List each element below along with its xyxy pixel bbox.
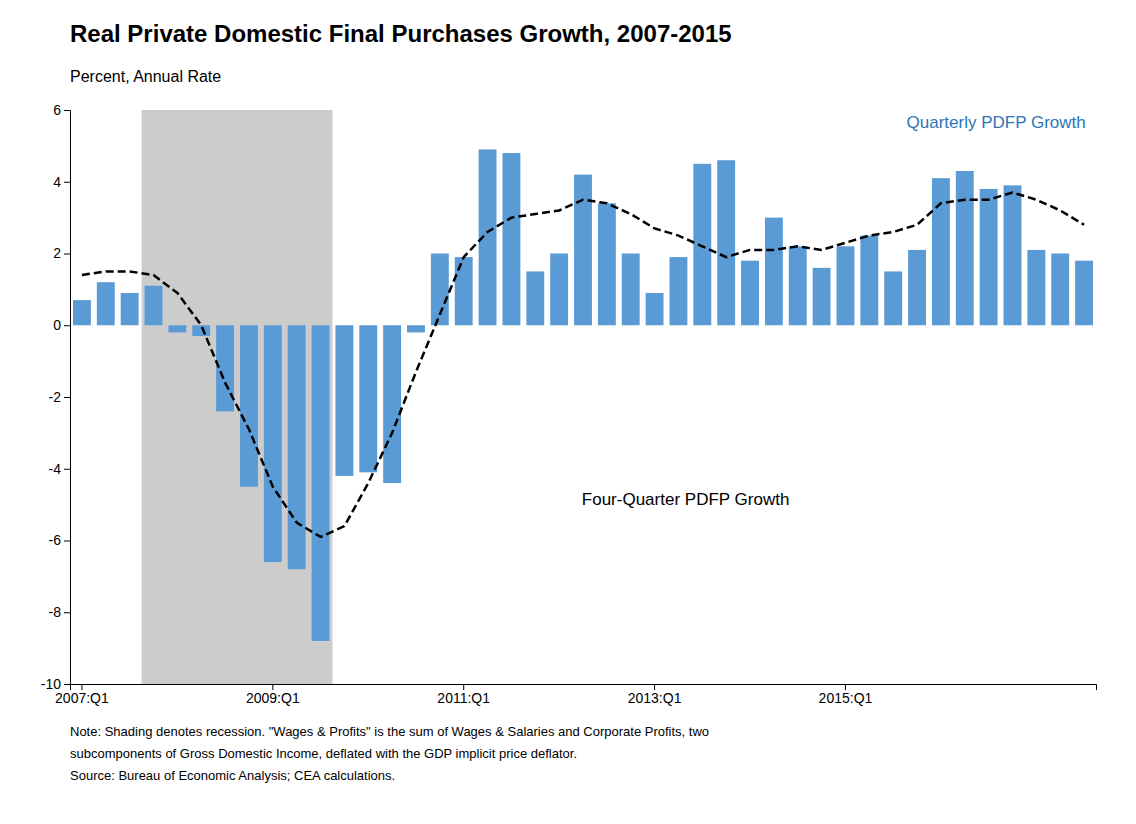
x-tick-label: 2007:Q1 xyxy=(55,690,109,706)
bar xyxy=(693,164,711,325)
y-tick-label: 6 xyxy=(53,102,61,118)
x-tick-label: 2013:Q1 xyxy=(628,690,682,706)
y-tick-mark xyxy=(64,612,70,613)
note: subcomponents of Gross Domestic Income, … xyxy=(70,746,577,761)
y-tick-label: -4 xyxy=(49,461,62,477)
bar xyxy=(383,325,401,483)
y-tick-label: -8 xyxy=(49,604,62,620)
bar xyxy=(813,268,831,325)
x-tick: 2011:Q1 xyxy=(437,684,490,706)
y-tick: -8 xyxy=(49,604,70,620)
x-tick-label: 2011:Q1 xyxy=(437,690,490,706)
bar xyxy=(837,246,855,325)
bar xyxy=(598,203,616,325)
y-tick-label: 2 xyxy=(53,245,61,261)
y-axis-line xyxy=(64,111,71,685)
bar xyxy=(502,153,520,325)
y-tick-label: 0 xyxy=(53,317,61,333)
y-tick-mark xyxy=(64,110,70,111)
bar xyxy=(359,325,377,472)
y-tick: 0 xyxy=(53,317,70,333)
y-tick-mark xyxy=(64,254,70,255)
y-tick-label: -6 xyxy=(49,532,62,548)
x-tick: 2015:Q1 xyxy=(819,684,873,706)
bar xyxy=(741,261,759,326)
y-tick-mark xyxy=(64,469,70,470)
x-tick: 2009:Q1 xyxy=(246,684,300,706)
x-tick-label: 2015:Q1 xyxy=(819,690,873,706)
bar xyxy=(73,300,91,325)
bar xyxy=(264,325,282,562)
x-tick: 2007:Q1 xyxy=(55,684,109,706)
y-tick-mark xyxy=(64,397,70,398)
note: Source: Bureau of Economic Analysis; CEA… xyxy=(70,768,395,783)
marks xyxy=(73,110,1093,684)
line xyxy=(82,193,1084,537)
bar xyxy=(622,254,640,326)
y-tick: -4 xyxy=(49,461,70,477)
x-axis: 2007:Q1 2009:Q1 2011:Q1 2013:Q1 2015:Q1 xyxy=(55,684,1096,706)
y-tick-mark xyxy=(64,541,70,542)
bar xyxy=(574,175,592,326)
title: Real Private Domestic Final Purchases Gr… xyxy=(70,20,732,47)
bar xyxy=(669,257,687,325)
y-axis: -10-8-6-4-20246 xyxy=(41,102,71,692)
bar xyxy=(908,250,926,325)
y-tick: 4 xyxy=(53,174,70,190)
bar xyxy=(717,160,735,325)
bar xyxy=(97,282,115,325)
bar xyxy=(312,325,330,641)
bar xyxy=(121,293,139,325)
y-tick-label: -2 xyxy=(49,389,62,405)
bar xyxy=(192,325,210,336)
note: Note: Shading denotes recession. "Wages … xyxy=(70,724,709,739)
bar-series xyxy=(73,149,1093,640)
bar xyxy=(407,325,425,332)
plot: -10-8-6-4-202462007:Q12009:Q12011:Q12013… xyxy=(41,102,1097,706)
x-tick-label: 2009:Q1 xyxy=(246,690,300,706)
bar xyxy=(932,178,950,325)
y-tick: -6 xyxy=(49,532,70,548)
bar xyxy=(550,254,568,326)
y-tick: 2 xyxy=(53,245,70,261)
x-axis-line xyxy=(71,685,1097,691)
bar xyxy=(1004,185,1022,325)
y-axis-label: Percent, Annual Rate xyxy=(70,68,221,85)
bar xyxy=(526,271,544,325)
bar xyxy=(168,325,186,332)
y-tick: 6 xyxy=(53,102,70,118)
bar xyxy=(288,325,306,569)
bar xyxy=(789,246,807,325)
bar xyxy=(956,171,974,325)
annotation: Quarterly PDFP Growth xyxy=(907,113,1086,132)
y-tick-mark xyxy=(64,684,70,685)
bar xyxy=(1075,261,1093,326)
chart: Real Private Domestic Final Purchases Gr… xyxy=(0,0,1136,824)
bar xyxy=(335,325,353,476)
annotation: Four-Quarter PDFP Growth xyxy=(582,490,790,509)
x-tick: 2013:Q1 xyxy=(628,684,682,706)
recession-shading xyxy=(142,110,333,684)
bar xyxy=(455,257,473,325)
bar xyxy=(1027,250,1045,325)
bar xyxy=(884,271,902,325)
bar xyxy=(240,325,258,486)
y-tick: -2 xyxy=(49,389,70,405)
bar xyxy=(145,286,163,325)
y-tick-label: 4 xyxy=(53,174,61,190)
bar xyxy=(646,293,664,325)
y-tick-mark xyxy=(64,325,70,326)
bar xyxy=(216,325,234,411)
bar xyxy=(860,236,878,326)
bar xyxy=(765,218,783,326)
bar xyxy=(980,189,998,325)
bar xyxy=(1051,254,1069,326)
y-tick-mark xyxy=(64,182,70,183)
